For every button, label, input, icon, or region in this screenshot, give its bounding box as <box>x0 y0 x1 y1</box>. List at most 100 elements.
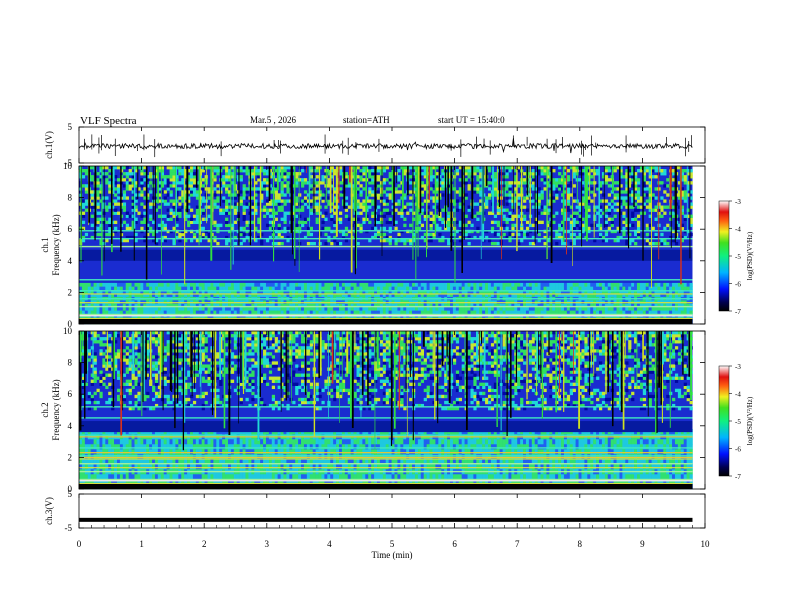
ch1-spec-cell <box>204 181 208 185</box>
ch1-spec-cell <box>309 208 314 212</box>
ch1-spec-cell <box>84 190 89 194</box>
ch1-spec-low-cell <box>242 303 246 308</box>
ch1-spec-low-cell <box>485 303 489 308</box>
ch1-spec-cell <box>163 226 167 231</box>
ch1-spec-cell <box>689 205 693 209</box>
ch1-spec-cell <box>613 238 617 243</box>
ch1-spec-low-cell <box>531 282 536 287</box>
ch1-spec-cell <box>397 202 401 206</box>
ch1-spec-cell <box>254 211 258 215</box>
ch1-spec-cell <box>680 193 685 197</box>
ch1-spec-low-cell <box>204 310 208 315</box>
ch1-spec-cell <box>651 196 655 200</box>
ch1-spec-low-cell <box>636 310 641 315</box>
ch1-spec-cell <box>131 205 135 209</box>
ch1-spec-cell <box>590 181 594 185</box>
ch1-spec-cell <box>441 208 445 212</box>
ch1-spec-low-cell <box>271 293 276 297</box>
ch1-spec-cell <box>192 214 197 218</box>
ch1-spec-cell <box>344 175 349 179</box>
ch1-spec-cell <box>394 202 398 206</box>
ch1-spec-low-cell <box>409 310 413 315</box>
ch1-spec-cell <box>636 214 641 218</box>
ch1-spec-cell <box>192 175 197 179</box>
ch1-spec-low-cell <box>502 293 506 297</box>
ch1-spec-cell <box>689 220 693 225</box>
ch1-spec-low-cell <box>426 306 430 311</box>
ch1-spec-cell <box>435 199 439 203</box>
ch1-spec-low-cell <box>528 289 533 294</box>
ch1-spec-cell <box>438 175 442 179</box>
ch1-spec-low-cell <box>587 300 591 304</box>
ch1-spec-cell <box>648 169 652 173</box>
ch1-spec-low-cell <box>341 289 346 294</box>
ch1-spec-low-cell <box>496 306 500 311</box>
ch1-spec-low-cell <box>192 286 197 291</box>
ch1-spec-cell <box>131 190 135 194</box>
ch1-spec-low-cell <box>271 303 276 308</box>
ch1-spec-low-cell <box>473 303 477 308</box>
ch1-spec-cell <box>166 181 170 185</box>
ch1-spec-cell <box>125 238 129 243</box>
ch1-spec-cell <box>639 199 644 203</box>
ch1-spec-cell <box>245 205 249 209</box>
ch1-spec-low-cell <box>181 286 185 291</box>
ch1-spec-cell <box>169 166 173 170</box>
ch1-spec-cell <box>517 193 521 197</box>
ch1-spec-low-cell <box>119 289 124 294</box>
ch1-spec-cell <box>508 193 512 197</box>
ch1-spec-cell <box>233 202 238 206</box>
ch1-spec-low-cell <box>303 303 308 308</box>
ch1-spec-low-cell <box>642 310 647 315</box>
ch1-spec-cell <box>157 199 162 203</box>
ch1-spec-cell <box>327 238 331 243</box>
ch1-spec-cell <box>505 187 509 191</box>
ch1-spec-low-cell <box>204 286 208 291</box>
ch1-spec-cell <box>458 238 462 243</box>
ch1-spec-low-cell <box>81 286 86 291</box>
ch1-spec-cell <box>540 166 544 170</box>
ch1-spec-low-cell <box>549 306 553 311</box>
ch1-spec-low-cell <box>227 286 232 291</box>
ch1-spec-low-cell <box>295 303 299 308</box>
ch1-spec-cell <box>645 223 649 228</box>
ch1-spec-low-cell <box>344 303 349 308</box>
ch1-spec-cell <box>131 226 135 231</box>
ch1-spec-cell <box>265 211 270 215</box>
ch1-spec-cell <box>546 208 550 212</box>
ch1-spec-low-cell <box>540 282 544 287</box>
ch1-spec-cell <box>280 241 284 246</box>
ch1-spec-cell <box>280 184 284 188</box>
ch1-spec-low-cell <box>96 282 100 287</box>
ch1-spec-low-cell <box>344 289 349 294</box>
ch1-spec-cell <box>239 178 243 182</box>
ch1-spec-low-cell <box>534 282 538 287</box>
ch1-spec-cell <box>190 220 194 225</box>
ch1-spec-cell <box>368 181 372 185</box>
ch1-spec-cell <box>172 226 176 231</box>
ch1-spec-low-cell <box>169 303 173 308</box>
ch1-spec-cell <box>660 172 664 176</box>
ch1-spec-low-cell <box>461 310 465 315</box>
ch1-spec-low-cell <box>470 310 474 315</box>
ch1-spec-cell <box>175 208 179 212</box>
ch1-spec-low-cell <box>409 289 413 294</box>
ch1-spec-cell <box>192 184 197 188</box>
ch1-spec-cell <box>166 175 170 179</box>
ch1-spec-low-cell <box>400 293 404 297</box>
ch1-spec-cell <box>105 208 109 212</box>
ch1-spec-cell <box>642 193 647 197</box>
ch1-spec-low-cell <box>420 289 425 294</box>
ch1-spec-cell <box>426 172 430 176</box>
ch1-spec-cell <box>321 175 325 179</box>
ch1-spec-low-cell <box>227 306 232 311</box>
ch1-spec-cell <box>309 226 314 231</box>
ch1-spec-low-cell <box>303 300 308 304</box>
ch1-spec-cell <box>587 187 591 191</box>
ch1-spec-low-cell <box>520 310 524 315</box>
ch1-spec-cell <box>438 238 442 243</box>
ch1-spec-cell <box>502 217 506 221</box>
ch1-spec-cell <box>368 169 372 173</box>
ch1-spec-low-cell <box>359 303 363 308</box>
ch1-spec-cell <box>385 187 389 191</box>
